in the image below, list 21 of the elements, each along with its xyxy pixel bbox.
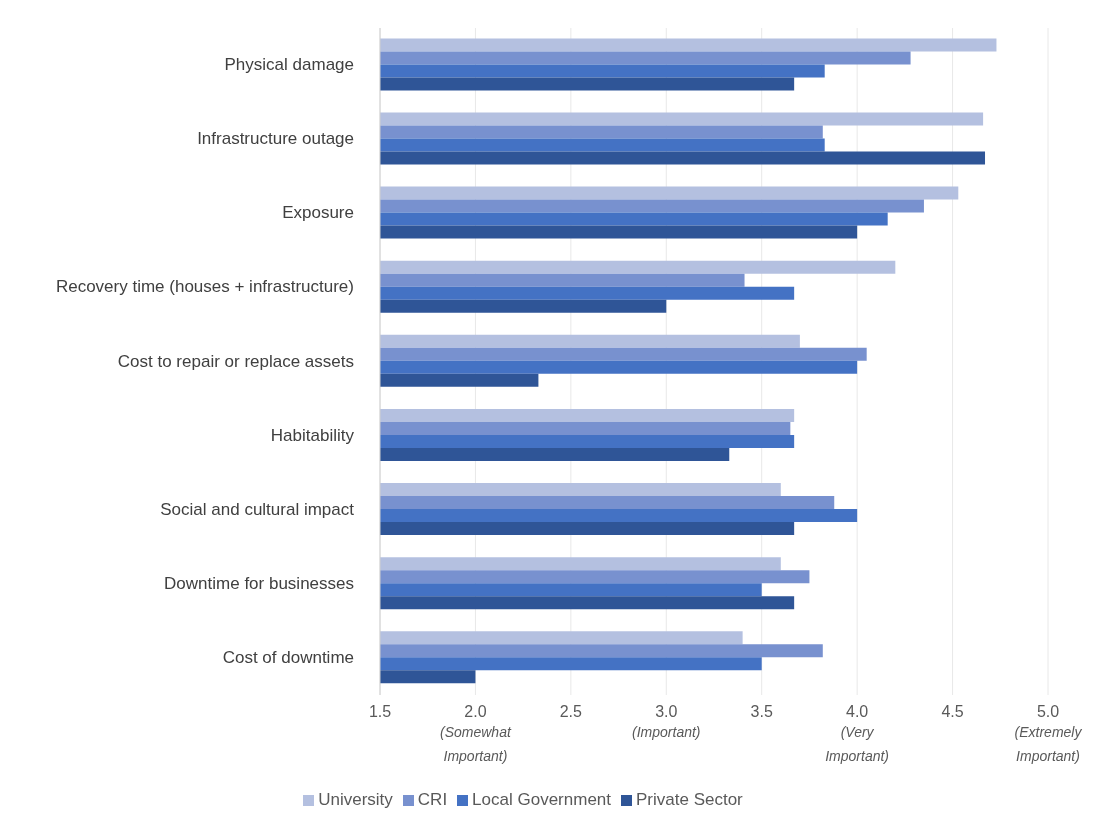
y-tick-label: Recovery time (houses + infrastructure) bbox=[55, 277, 354, 297]
y-tick-label: Infrastructure outage bbox=[197, 129, 354, 149]
x-tick-label: 1.5 bbox=[368, 703, 392, 720]
y-tick-label: Social and cultural impact bbox=[160, 499, 355, 519]
y-tick-label: Physical damage bbox=[224, 55, 354, 75]
x-tick-label: 2.0 (Somewhat Important) bbox=[440, 703, 512, 764]
legend-label: CRI bbox=[417, 790, 448, 809]
legend-label: University bbox=[318, 790, 393, 809]
x-tick-label: 5.0 (Extremely Important) bbox=[1014, 703, 1083, 764]
legend-label: Private Sector bbox=[636, 790, 743, 809]
x-tick-label: 3.5 bbox=[750, 703, 773, 720]
y-tick-label: Habitability bbox=[270, 425, 355, 445]
x-tick-label: 3.0 (Important) bbox=[632, 703, 701, 740]
y-tick-label: Cost to repair or replace assets bbox=[117, 351, 354, 371]
legend-label: Local Government bbox=[472, 790, 612, 809]
y-tick-label: Downtime for businesses bbox=[164, 573, 354, 593]
x-tick-label: 2.5 bbox=[559, 703, 583, 720]
x-tick-label: 4.0 (Very Important) bbox=[825, 703, 890, 764]
x-tick-label: 4.5 bbox=[941, 703, 964, 720]
y-tick-label: Cost of downtime bbox=[222, 647, 354, 667]
y-tick-label: Exposure bbox=[282, 203, 354, 223]
